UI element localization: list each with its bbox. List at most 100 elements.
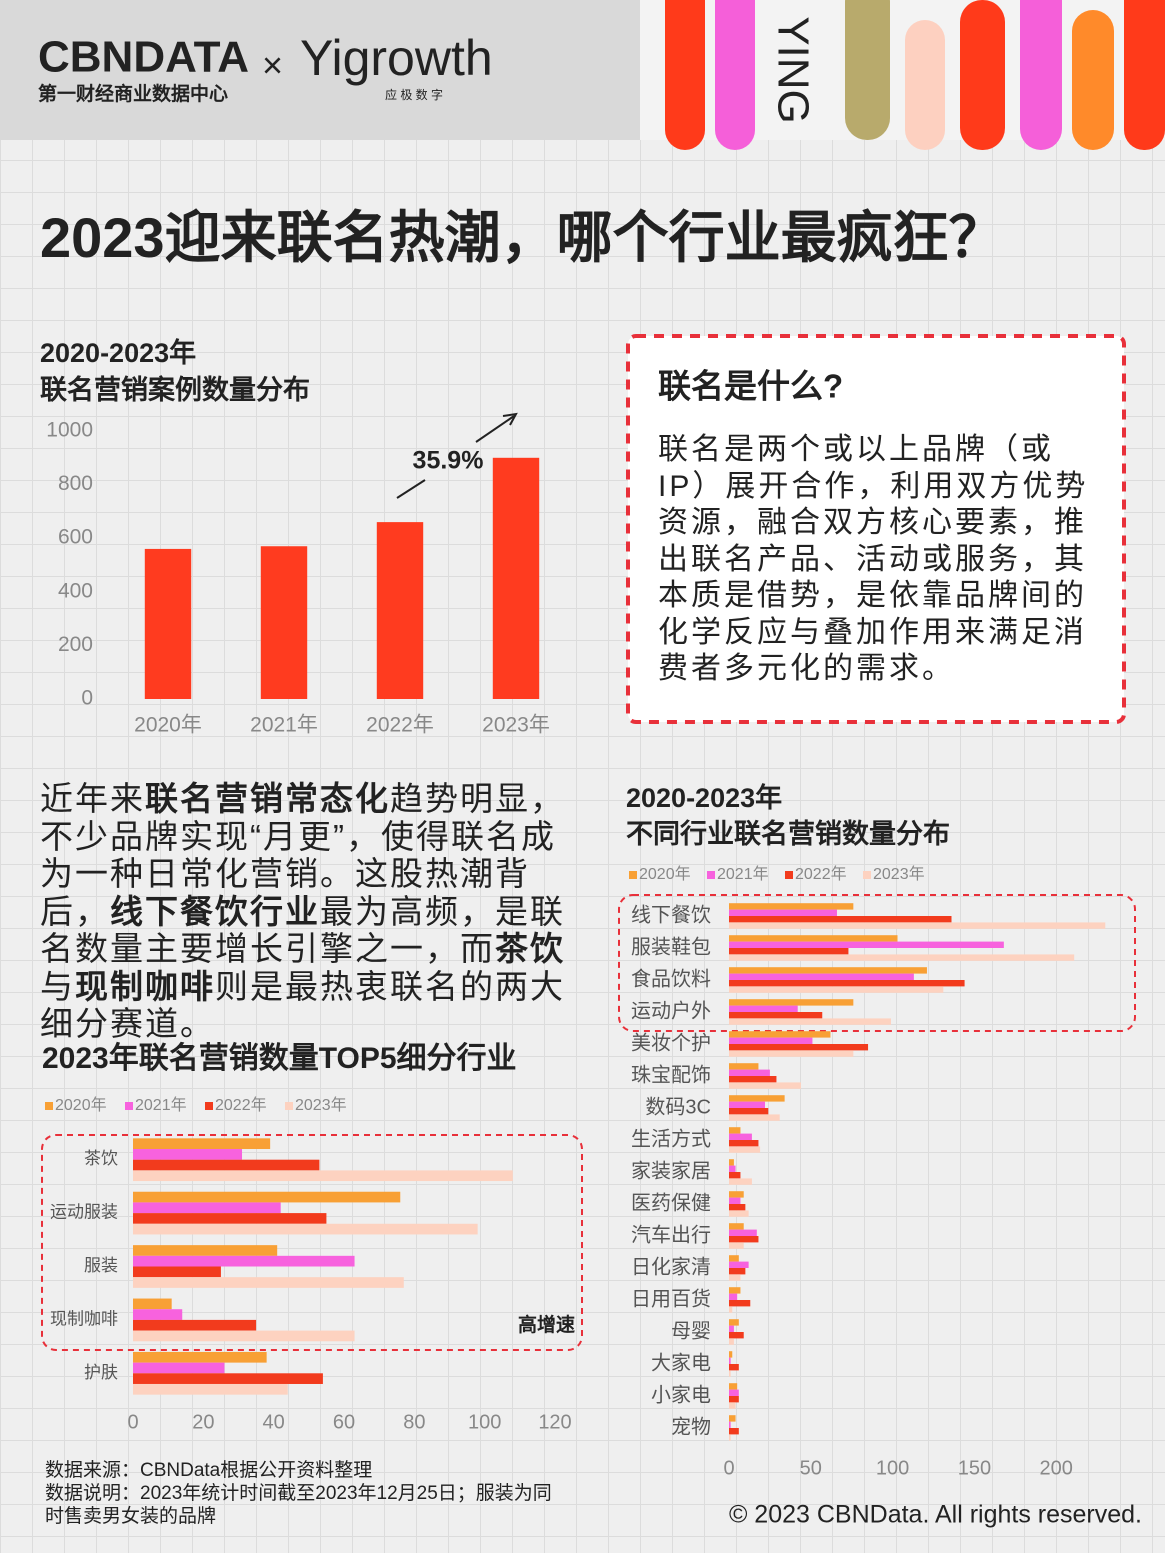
x-tick-label: 80 [403, 1411, 425, 1433]
bar [729, 1351, 733, 1358]
bar [729, 986, 944, 993]
x-tick-label: 2022年 [366, 714, 434, 737]
bar [133, 1191, 401, 1203]
category-label: 母婴 [671, 1320, 711, 1342]
text: 近年来 [40, 780, 145, 817]
bar [729, 935, 898, 942]
x-tick-label: 40 [263, 1411, 285, 1433]
page-title: 2023迎来联名热潮，哪个行业最疯狂？ [40, 206, 1005, 269]
category-label: 日化家清 [631, 1255, 711, 1278]
bar [729, 1389, 739, 1396]
bar [729, 1114, 780, 1121]
legend-label: 2023年 [295, 1096, 347, 1114]
legend-label: 2021年 [717, 865, 769, 883]
bar [729, 1293, 738, 1300]
category-label: 医药保健 [631, 1191, 711, 1214]
bar [729, 1133, 752, 1140]
bar [133, 1245, 278, 1256]
bar [729, 1082, 801, 1089]
header-decor [640, 0, 1165, 150]
bar [729, 1012, 823, 1019]
legend-label: 2022年 [215, 1096, 267, 1114]
bar [729, 967, 927, 974]
copyright: © 2023 CBNData. All rights reserved. [729, 1501, 1142, 1529]
y-tick-label: 600 [58, 526, 93, 549]
x-tick-label: 2023年 [482, 714, 550, 737]
legend-swatch [707, 871, 715, 879]
bar [133, 1319, 257, 1331]
bar [729, 1306, 733, 1313]
bar [729, 1159, 734, 1166]
bar [729, 909, 837, 916]
bar [729, 1063, 759, 1070]
bar [729, 1287, 741, 1294]
bar [133, 1298, 172, 1310]
bar [133, 1149, 243, 1160]
bar [729, 1332, 744, 1339]
bar [729, 1370, 731, 1377]
bar [133, 1362, 225, 1374]
x-tick-label: 50 [800, 1457, 822, 1479]
bar [729, 1434, 731, 1441]
bar [729, 916, 952, 923]
category-label: 生活方式 [631, 1127, 711, 1150]
chart-title: 不同行业联名营销数量分布 [626, 818, 950, 849]
bar [729, 1191, 744, 1198]
bar [729, 1146, 761, 1153]
partner-sub: 应 极 数 字 [385, 87, 443, 102]
bar [729, 1428, 739, 1435]
category-label: 大家电 [651, 1351, 711, 1374]
legend-swatch [45, 1102, 53, 1110]
bar [729, 1261, 749, 1268]
logo-cross: × [262, 45, 283, 86]
bar [729, 1037, 813, 1044]
x-tick-label: 20 [192, 1411, 214, 1433]
paragraph: 近年来联名营销常态化趋势明显，不少品牌实现“月更”，使得联名成为一种日常化营销。… [40, 780, 590, 1043]
bar [729, 1383, 738, 1390]
category-label: 珠宝配饰 [631, 1063, 711, 1086]
bar [729, 1005, 798, 1012]
legend-swatch [629, 871, 637, 879]
category-label: 茶饮 [84, 1149, 118, 1168]
bar [729, 1364, 739, 1371]
bar [133, 1255, 355, 1267]
text: 与 [40, 967, 75, 1005]
category-label: 运动户外 [631, 999, 711, 1022]
category-label: 服装 [84, 1256, 118, 1275]
x-tick-label: 120 [538, 1411, 571, 1433]
bar [729, 1197, 741, 1204]
legend-swatch [125, 1102, 133, 1110]
y-tick-label: 200 [58, 633, 93, 656]
y-tick-label: 1000 [46, 419, 93, 442]
bar [133, 1138, 271, 1150]
bar [729, 1268, 746, 1275]
legend-swatch [285, 1102, 293, 1110]
bar [729, 1319, 739, 1326]
note: 时售卖男女装的品牌 [45, 1505, 216, 1527]
x-tick-label: 2021年 [250, 714, 318, 737]
chart-title: 联名营销案例数量分布 [40, 374, 310, 405]
legend-label: 2023年 [873, 865, 925, 883]
x-tick-label: 200 [1040, 1457, 1073, 1479]
partner-logo: Yigrowth [300, 30, 493, 86]
bar [133, 1383, 288, 1395]
category-label: 家装家居 [631, 1159, 711, 1182]
bar [729, 948, 849, 955]
bar [729, 1031, 831, 1038]
info-box [626, 334, 1126, 724]
bar [729, 941, 1004, 948]
bold-text: 现制咖啡 [75, 967, 215, 1005]
annotation-arrow [475, 415, 515, 443]
bar [133, 1373, 323, 1384]
category-label: 护肤 [84, 1363, 118, 1382]
bar [729, 1108, 769, 1115]
bar [729, 1223, 744, 1230]
logo-sub: 第一财经商业数据中心 [38, 82, 228, 105]
bar [729, 1210, 749, 1217]
category-label: 线下餐饮 [631, 903, 711, 926]
bar [729, 1165, 736, 1172]
bar [133, 1351, 267, 1363]
bar [729, 1095, 785, 1102]
bar [729, 1236, 759, 1243]
